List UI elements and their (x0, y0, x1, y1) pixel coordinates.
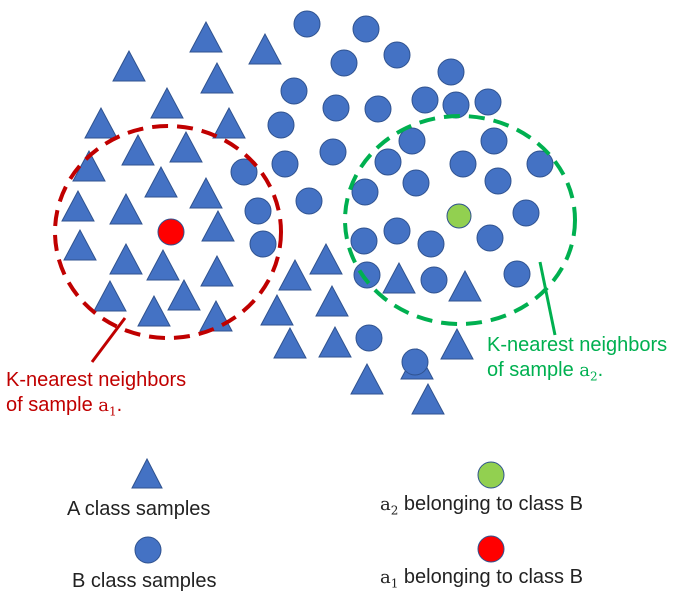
class-b-circle (480, 127, 508, 155)
class-b-circle (280, 77, 308, 105)
class-b-circle (512, 199, 540, 227)
class-a-triangle (273, 326, 307, 359)
class-a-triangle (200, 61, 234, 94)
class-b-circle (271, 150, 299, 178)
a2-neighborhood-circle (343, 114, 577, 326)
class-b-circle (374, 148, 402, 176)
a2-sample-point (446, 203, 472, 229)
class-a-triangle (121, 133, 155, 166)
class-b-circle (244, 197, 272, 225)
class-a-triangle (63, 228, 97, 261)
class-a-triangle (93, 279, 127, 312)
legend-a2-label: a2 belonging to class B (380, 493, 583, 518)
class-a-triangle (189, 20, 223, 53)
class-b-circle (420, 266, 448, 294)
class-b-circle (383, 217, 411, 245)
class-a-triangle (318, 325, 352, 358)
legend-triangle-icon (131, 457, 163, 489)
class-b-circle (350, 227, 378, 255)
a2-callout-line (538, 261, 557, 336)
a1-neighbors-label: K-nearest neighbors of sample a1. (6, 368, 186, 425)
class-b-circle (411, 86, 439, 114)
class-b-circle (352, 15, 380, 43)
class-b-circle (322, 94, 350, 122)
class-a-triangle (199, 299, 233, 332)
a2-label-line1: K-nearest neighbors (487, 334, 668, 356)
class-a-triangle (84, 106, 118, 139)
legend-a2-icon (477, 461, 505, 489)
class-a-triangle (112, 49, 146, 82)
class-b-samples (230, 10, 554, 376)
legend-a1-icon (477, 535, 505, 563)
class-b-circle (330, 49, 358, 77)
class-a-triangle (260, 293, 294, 326)
class-a-triangle (309, 242, 343, 275)
a1-callout-line (90, 317, 127, 363)
class-b-circle (503, 260, 531, 288)
class-b-circle (249, 230, 277, 258)
class-b-circle (295, 187, 323, 215)
class-a-triangle (72, 149, 106, 182)
class-b-circle (353, 261, 381, 289)
class-b-circle (437, 58, 465, 86)
class-a-triangle (350, 362, 384, 395)
class-a-triangle (61, 189, 95, 222)
a2-neighbors-label: K-nearest neighbors of sample a2. (487, 333, 667, 390)
class-a-triangle (382, 261, 416, 294)
class-b-circle (364, 95, 392, 123)
class-a-triangle (212, 106, 246, 139)
class-a-triangle (150, 86, 184, 119)
class-a-triangle (278, 258, 312, 291)
class-a-triangle (411, 382, 445, 415)
class-a-triangle (440, 327, 474, 360)
class-a-triangle (137, 294, 171, 327)
class-b-circle (351, 178, 379, 206)
class-a-triangle (169, 130, 203, 163)
class-a-triangle (144, 165, 178, 198)
a1-sample-point (157, 218, 185, 246)
legend-a1-label: a1 belonging to class B (380, 566, 583, 591)
class-b-circle (319, 138, 347, 166)
legend-class-b-label: B class samples (72, 570, 217, 592)
class-b-circle (401, 348, 429, 376)
class-b-circle (355, 324, 383, 352)
legend-class-a-label: A class samples (67, 498, 211, 520)
class-b-circle (449, 150, 477, 178)
class-a-triangle (248, 32, 282, 65)
class-b-circle (476, 224, 504, 252)
a1-neighborhood-circle (53, 124, 283, 340)
class-b-circle (402, 169, 430, 197)
class-b-circle (293, 10, 321, 38)
class-b-circle (474, 88, 502, 116)
class-b-circle (383, 41, 411, 69)
class-b-circle (267, 111, 295, 139)
class-a-triangle (109, 192, 143, 225)
class-a-triangle (146, 248, 180, 281)
class-a-triangle (189, 176, 223, 209)
class-a-triangle (167, 278, 201, 311)
class-a-triangle (109, 242, 143, 275)
class-b-circle (230, 158, 258, 186)
a1-label-line2: of sample a1. (6, 394, 123, 419)
class-a-triangle (315, 284, 349, 317)
class-b-circle (417, 230, 445, 258)
class-a-triangle (201, 209, 235, 242)
class-a-triangle (448, 269, 482, 302)
class-b-circle (484, 167, 512, 195)
legend-circle-icon (134, 536, 162, 564)
class-b-circle (526, 150, 554, 178)
class-b-circle (398, 127, 426, 155)
a1-label-line1: K-nearest neighbors (6, 369, 187, 391)
class-a-triangle (200, 254, 234, 287)
a2-label-line2: of sample a2. (487, 359, 604, 384)
